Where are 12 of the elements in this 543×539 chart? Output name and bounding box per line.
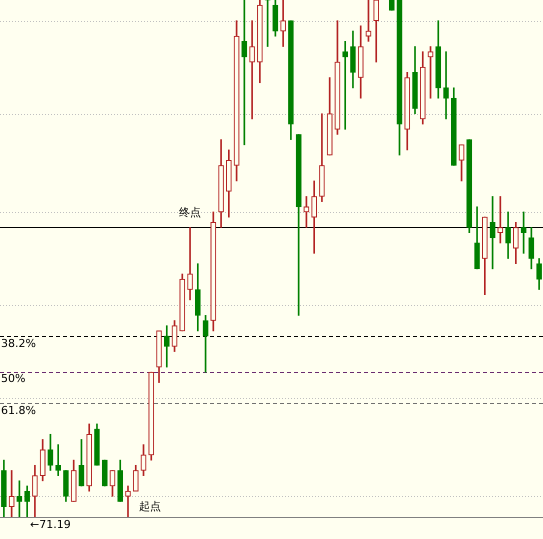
annotation: 终点 (179, 206, 201, 219)
candlestick (125, 486, 131, 517)
annotation: 61.8% (1, 404, 36, 417)
candlestick (187, 227, 193, 300)
candlestick (443, 51, 449, 120)
text: ←71.19 (30, 518, 71, 531)
annotation: 38.2% (1, 336, 36, 350)
candlestick (428, 46, 434, 99)
candlestick (366, 0, 372, 42)
candlestick (490, 196, 496, 270)
annotation: 起点 (139, 500, 161, 513)
annotation: 50% (1, 372, 26, 385)
